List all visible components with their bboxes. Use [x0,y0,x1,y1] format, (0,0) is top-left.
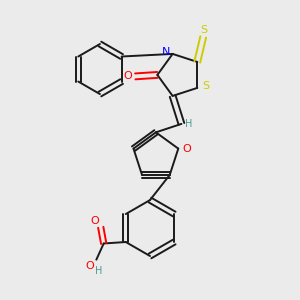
Text: H: H [185,119,193,129]
Text: H: H [95,266,102,276]
Text: O: O [85,261,94,271]
Text: S: S [202,81,209,92]
Text: O: O [91,216,99,226]
Text: O: O [182,144,191,154]
Text: S: S [200,25,208,34]
Text: O: O [124,71,132,81]
Text: N: N [162,47,170,57]
